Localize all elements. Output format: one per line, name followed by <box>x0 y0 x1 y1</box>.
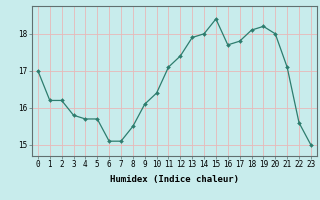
X-axis label: Humidex (Indice chaleur): Humidex (Indice chaleur) <box>110 175 239 184</box>
